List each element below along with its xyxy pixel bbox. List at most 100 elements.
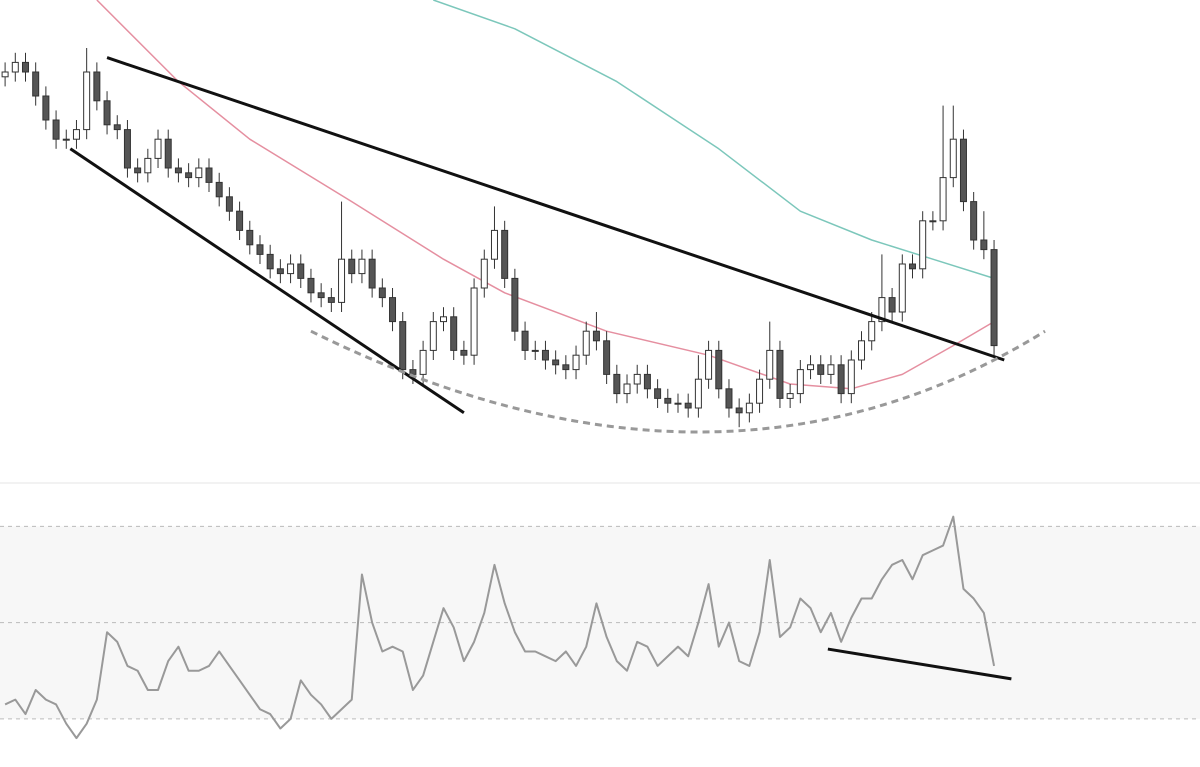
candle-body: [674, 402, 682, 405]
candle-body: [827, 364, 835, 375]
candle-body: [694, 378, 702, 409]
trendline: [310, 329, 1046, 434]
candle-body: [735, 407, 743, 414]
candle-body: [490, 229, 498, 260]
candle-body: [236, 210, 244, 231]
candle-body: [42, 95, 50, 121]
candle-body: [225, 196, 233, 212]
candle-body: [888, 297, 896, 313]
trendline: [69, 147, 465, 415]
candle-body: [613, 373, 621, 395]
candle-body: [664, 397, 672, 404]
candle-body: [429, 321, 437, 351]
candle-body: [562, 364, 570, 371]
candle-body: [786, 393, 794, 399]
candle-body: [32, 71, 40, 97]
candle-body: [480, 258, 488, 289]
candle-body: [389, 297, 397, 323]
candle-body: [450, 316, 458, 351]
candle-body: [531, 349, 539, 352]
candle-body: [144, 157, 152, 174]
candle-body: [327, 297, 335, 303]
candle-body: [980, 239, 988, 251]
candle-body: [643, 373, 651, 390]
candle-body: [837, 364, 845, 395]
candle-body: [470, 287, 478, 356]
candle-body: [195, 167, 203, 179]
candle-body: [399, 321, 407, 371]
trendline: [106, 56, 1005, 362]
candle-body: [919, 220, 927, 270]
candle-body: [908, 263, 916, 270]
candle-body: [123, 129, 131, 169]
trendline: [827, 647, 1012, 681]
candle-body: [205, 167, 213, 183]
candle-body: [185, 172, 193, 179]
candle-body: [592, 330, 600, 342]
candle-body: [358, 258, 366, 275]
candle-body: [501, 229, 509, 279]
candle-body: [776, 349, 784, 399]
candle-body: [623, 383, 631, 395]
candle-body: [949, 138, 957, 179]
candle-body: [287, 263, 295, 275]
candle-body: [898, 263, 906, 313]
candle-body: [62, 138, 70, 141]
candle-body: [868, 321, 876, 342]
candle-body: [511, 277, 519, 332]
candle-body: [858, 340, 866, 361]
candle-body: [633, 373, 641, 385]
candle-body: [348, 258, 356, 275]
candle-body: [970, 201, 978, 241]
candle-body: [113, 124, 121, 131]
candle-body: [521, 330, 529, 351]
candle-body: [990, 249, 998, 347]
candle-body: [684, 402, 692, 409]
candle-body: [266, 253, 274, 270]
candle-body: [134, 167, 142, 174]
candle-body: [93, 71, 101, 102]
candle-body: [756, 378, 764, 404]
candle-body: [1, 71, 9, 78]
candle-body: [807, 364, 815, 371]
candle-body: [276, 268, 284, 275]
candle-body: [552, 359, 560, 366]
candle-body: [817, 364, 825, 375]
candle-body: [796, 369, 804, 395]
candle-body: [256, 244, 264, 255]
candle-body: [52, 119, 60, 140]
candle-body: [378, 287, 386, 299]
candle-body: [878, 297, 886, 323]
candle-body: [11, 61, 19, 73]
candle-body: [440, 316, 448, 323]
candle-body: [317, 292, 325, 299]
candle-body: [959, 138, 967, 203]
candle-body: [154, 138, 162, 159]
candle-body: [745, 402, 753, 414]
candle-body: [939, 177, 947, 222]
candle-body: [174, 167, 182, 174]
candle-body: [297, 263, 305, 279]
candle-body: [725, 388, 733, 409]
candle-body: [541, 349, 549, 361]
candle-body: [582, 330, 590, 356]
candle-body: [103, 100, 111, 126]
candle-body: [705, 349, 713, 380]
candle-body: [460, 349, 468, 356]
candle-body: [419, 349, 427, 375]
candle-body: [72, 129, 80, 140]
candle-body: [338, 258, 346, 303]
candle-body: [603, 340, 611, 375]
candle-body: [572, 354, 580, 371]
candle-body: [929, 220, 937, 223]
moving-average: [433, 0, 995, 280]
candle-body: [307, 277, 315, 294]
candle-body: [766, 349, 774, 380]
candle-body: [83, 71, 91, 131]
candle-body: [21, 61, 29, 73]
candle-body: [215, 181, 223, 198]
candle-body: [847, 359, 855, 395]
oscillator-line: [4, 515, 996, 740]
